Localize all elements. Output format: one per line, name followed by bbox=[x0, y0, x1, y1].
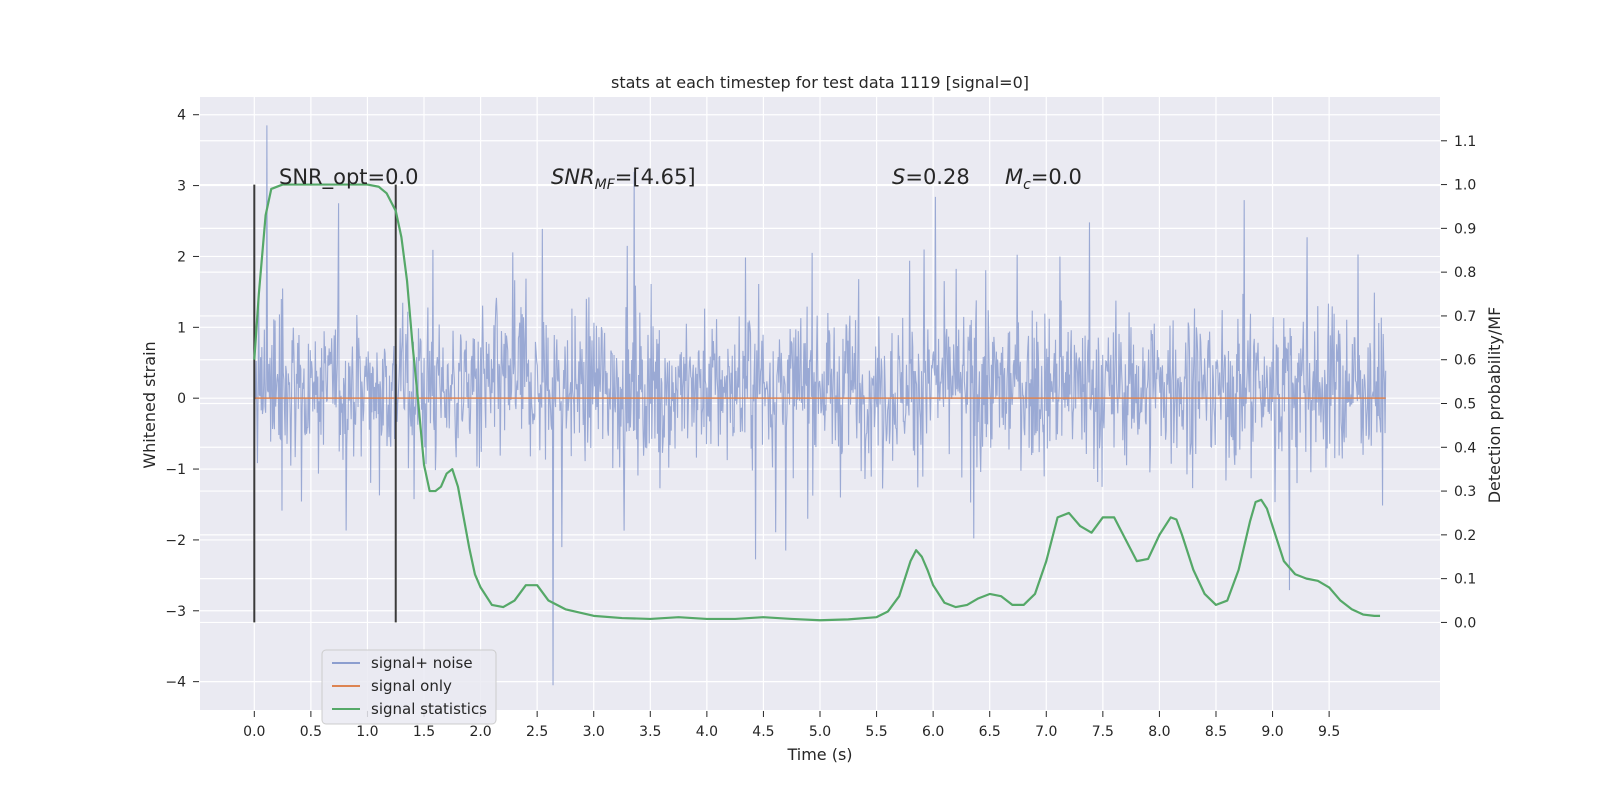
x-tick-label: 0.5 bbox=[300, 724, 322, 740]
annotation-snr-mf-symbol: SNR bbox=[551, 165, 595, 189]
x-axis-label: Time (s) bbox=[786, 745, 852, 764]
series-signal-noise bbox=[253, 125, 1387, 686]
x-tick-label: 6.5 bbox=[979, 724, 1001, 740]
y-right-axis-label: Detection probability/MF bbox=[1485, 307, 1504, 504]
annotation-mc: Mc=0.0 bbox=[1005, 165, 1082, 193]
x-tick-label: 1.0 bbox=[356, 724, 378, 740]
signal-statistics-line bbox=[253, 183, 1381, 622]
y-tick-label: 2 bbox=[177, 249, 186, 265]
y-right-tick-label: 0.6 bbox=[1454, 353, 1476, 369]
y-tick-label: −2 bbox=[165, 533, 186, 549]
y-right-tick-label: 0.0 bbox=[1454, 615, 1476, 631]
x-tick-label: 3.5 bbox=[639, 724, 661, 740]
annotation-snr-mf: SNRMF=[4.65] bbox=[551, 165, 696, 193]
y-tick-label: −1 bbox=[165, 462, 186, 478]
legend-label-signal-only: signal only bbox=[371, 677, 452, 695]
annotation-s: S=0.28 bbox=[892, 165, 970, 189]
legend-box bbox=[321, 649, 497, 725]
x-tick-label: 9.0 bbox=[1261, 724, 1283, 740]
y-tick-label: 0 bbox=[177, 391, 186, 407]
y-right-tick-label: 1.1 bbox=[1454, 134, 1476, 150]
series-signal-statistics bbox=[253, 183, 1381, 622]
annotation-s-value: =0.28 bbox=[905, 165, 969, 189]
annotation-snr-mf-value: =[4.65] bbox=[615, 165, 696, 189]
chart-title: stats at each timestep for test data 111… bbox=[611, 73, 1029, 92]
annotation-snr-opt: SNR_opt=0.0 bbox=[279, 165, 419, 190]
y-right-tick-label: 1.0 bbox=[1454, 178, 1476, 194]
y-tick-label: 3 bbox=[177, 179, 186, 195]
y-tick-label: −3 bbox=[165, 604, 186, 620]
x-tick-label: 2.5 bbox=[526, 724, 548, 740]
legend: signal+ noise signal only signal statist… bbox=[321, 649, 497, 725]
annotation-mc-value: =0.0 bbox=[1031, 165, 1082, 189]
annotation-snr-mf-subscript: MF bbox=[595, 177, 616, 193]
y-tick-label: 4 bbox=[177, 108, 186, 124]
y-axis-label: Whitened strain bbox=[140, 341, 159, 468]
y-right-tick-label: 0.4 bbox=[1454, 440, 1476, 456]
vertical-markers bbox=[253, 184, 397, 623]
x-tick-label: 5.0 bbox=[809, 724, 831, 740]
y-right-tick-label: 0.9 bbox=[1454, 221, 1476, 237]
x-tick-label: 9.5 bbox=[1318, 724, 1340, 740]
x-tick-label: 1.5 bbox=[413, 724, 435, 740]
legend-label-signal-noise: signal+ noise bbox=[371, 654, 473, 672]
annotation-s-symbol: S bbox=[892, 165, 905, 189]
legend-label-signal-statistics: signal statistics bbox=[371, 700, 487, 718]
y-right-tick-label: 0.5 bbox=[1454, 397, 1476, 413]
annotation-mc-subscript: c bbox=[1023, 177, 1031, 193]
x-tick-label: 8.5 bbox=[1205, 724, 1227, 740]
x-tick-label: 5.5 bbox=[865, 724, 887, 740]
x-tick-label: 4.0 bbox=[696, 724, 718, 740]
x-tick-label: 3.0 bbox=[583, 724, 605, 740]
y-right-tick-label: 0.1 bbox=[1454, 572, 1476, 588]
y-tick-label: −4 bbox=[165, 675, 186, 691]
axis-ticks: 0.0 0.5 1.0 1.5 2.0 2.5 3.0 3.5 4.0 4.5 5.0 5.5 6.0 6… bbox=[165, 108, 1476, 740]
y-tick-label: 1 bbox=[177, 320, 186, 336]
y-right-tick-label: 0.7 bbox=[1454, 309, 1476, 325]
x-tick-label: 7.5 bbox=[1092, 724, 1114, 740]
y-right-tick-label: 0.3 bbox=[1454, 484, 1476, 500]
x-tick-label: 7.0 bbox=[1035, 724, 1057, 740]
x-tick-label: 8.0 bbox=[1148, 724, 1170, 740]
y-right-tick-label: 0.8 bbox=[1454, 265, 1476, 281]
x-tick-label: 6.0 bbox=[922, 724, 944, 740]
x-tick-label: 2.0 bbox=[469, 724, 491, 740]
x-tick-label: 0.0 bbox=[243, 724, 265, 740]
y-right-tick-label: 0.2 bbox=[1454, 528, 1476, 544]
x-tick-label: 4.5 bbox=[752, 724, 774, 740]
annotation-mc-symbol: M bbox=[1005, 165, 1023, 189]
signal-noise-line bbox=[253, 125, 1387, 686]
